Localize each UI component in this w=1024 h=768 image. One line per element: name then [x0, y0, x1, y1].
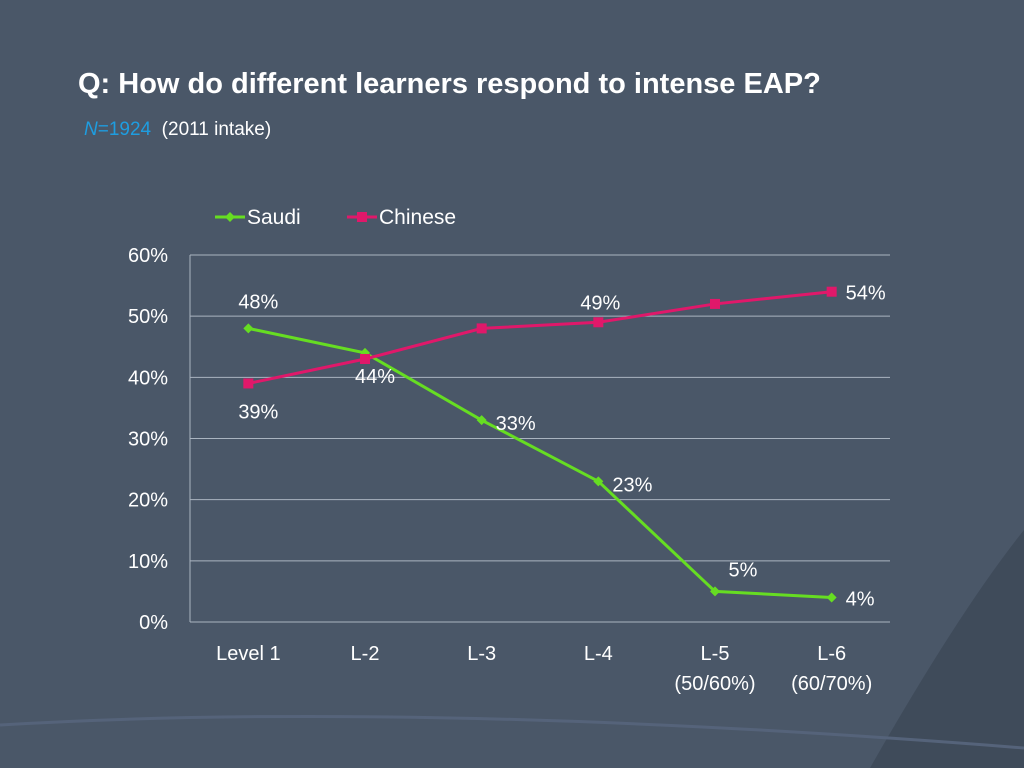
data-label: 5% [729, 559, 758, 581]
y-tick-label: 50% [128, 306, 168, 328]
data-labels: 48% 44% 33% 23% 5% 4% 39% 49% 54% [238, 283, 886, 611]
data-label: 39% [238, 401, 278, 423]
intake-label: (2011 intake) [161, 119, 272, 140]
legend-marker [357, 212, 367, 222]
data-label: 49% [580, 292, 620, 314]
legend-marker [225, 212, 235, 222]
y-tick-label: 60% [128, 245, 168, 267]
gridlines [190, 254, 890, 562]
data-point-chinese [243, 378, 254, 389]
legend-label-chinese: Chinese [379, 206, 456, 229]
x-tick-label: L-3 [467, 643, 496, 665]
data-point-saudi [710, 586, 720, 597]
slide-title: Q: How do different learners respond to … [78, 68, 821, 100]
data-point-chinese [826, 286, 837, 297]
data-point-saudi [476, 415, 487, 426]
x-tick-label: (60/70%) [791, 673, 872, 695]
y-tick-label: 10% [128, 551, 168, 573]
series-line-saudi [248, 326, 832, 600]
legend: Saudi Chinese [215, 206, 456, 229]
data-point-chinese [476, 323, 487, 334]
y-tick-label: 0% [139, 612, 168, 634]
legend-label-saudi: Saudi [247, 206, 301, 229]
sample-size-value: =1924 [97, 119, 152, 140]
series [243, 286, 837, 603]
data-label: 54% [846, 283, 886, 305]
data-label: 44% [355, 366, 395, 388]
y-tick-label: 40% [128, 367, 168, 389]
y-tick-label: 20% [128, 490, 168, 512]
data-point-chinese [593, 317, 604, 328]
data-point-saudi [593, 476, 604, 487]
x-tick-label: L-5 [701, 643, 730, 665]
series-line-chinese [248, 290, 832, 385]
axes: 0% 10% 20% 30% 40% 50% 60% Level 1 L-2 L-3 L-4 L-5 (… [128, 245, 890, 695]
data-point-chinese [360, 353, 370, 364]
data-point-saudi [243, 323, 254, 334]
slide-subtitle: N=1924 (2011 intake) [84, 119, 271, 141]
sample-size-label: N [84, 119, 98, 140]
x-tick-label: (50/60%) [674, 673, 755, 695]
x-tick-label: L-4 [584, 643, 613, 665]
slide-frame-edge [0, 714, 1024, 750]
data-label: 33% [496, 413, 536, 435]
data-label: 4% [846, 589, 875, 611]
data-label: 48% [238, 291, 278, 313]
x-tick-label: L-2 [351, 643, 380, 665]
x-tick-label: Level 1 [216, 643, 281, 665]
data-label: 23% [612, 474, 652, 496]
x-tick-label: L-6 [817, 643, 846, 665]
y-tick-label: 30% [128, 429, 168, 451]
data-point-saudi [826, 592, 837, 603]
data-point-chinese [710, 298, 720, 309]
